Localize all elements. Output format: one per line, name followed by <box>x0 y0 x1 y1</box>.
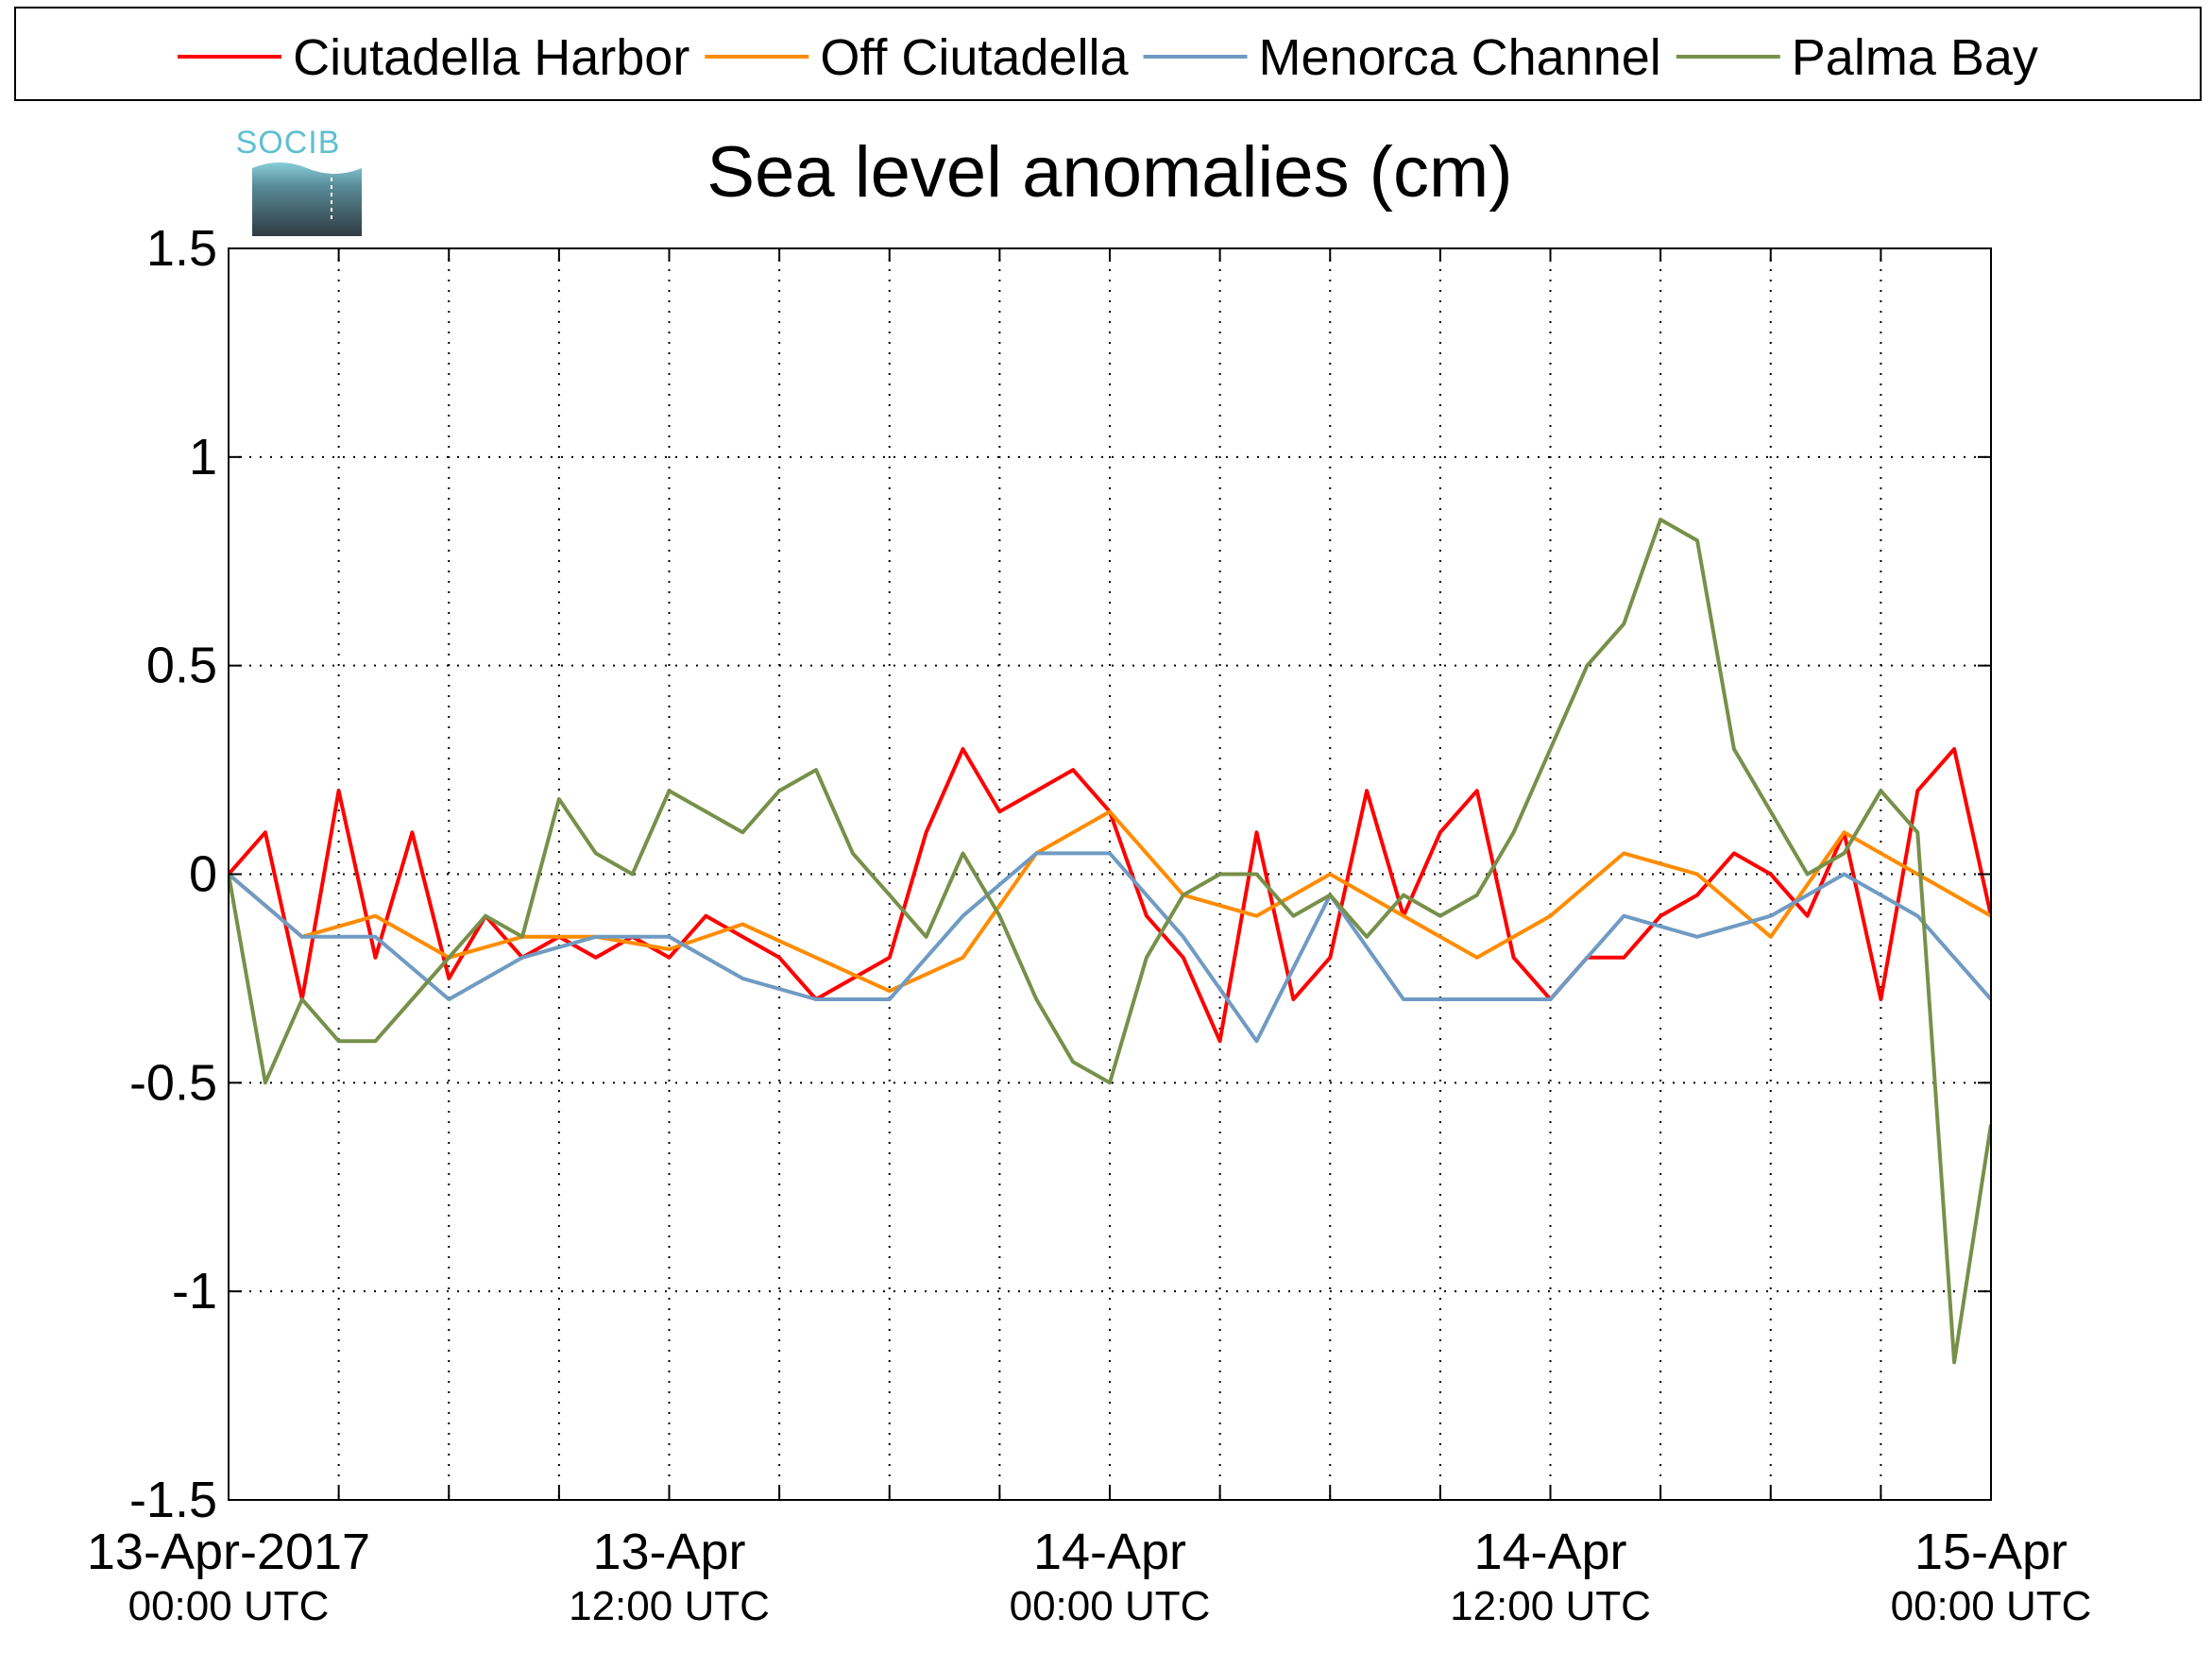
x-tick-label-date: 13-Apr <box>592 1524 745 1580</box>
y-tick-label: 0 <box>189 846 217 903</box>
y-tick-label: 1.5 <box>146 220 217 277</box>
chart-title: Sea level anomalies (cm) <box>706 132 1512 213</box>
legend-label: Palma Bay <box>1792 29 2038 86</box>
series-line-2 <box>229 851 1991 1044</box>
series-lines <box>229 518 1991 1365</box>
y-tick-label: -1 <box>172 1263 217 1320</box>
legend-label: Off Ciutadella <box>820 29 1129 86</box>
x-tick-label-time: 00:00 UTC <box>1010 1583 1211 1629</box>
x-tick-label-date: 15-Apr <box>1914 1524 2067 1580</box>
x-tick-label-time: 00:00 UTC <box>128 1583 330 1629</box>
y-tick-label: -0.5 <box>129 1054 217 1111</box>
series-line-3 <box>229 518 1991 1365</box>
legend-label: Menorca Channel <box>1259 29 1661 86</box>
x-tick-label-date: 14-Apr <box>1033 1524 1186 1580</box>
legend-box <box>14 7 2202 101</box>
x-tick-label-time: 12:00 UTC <box>1450 1583 1651 1629</box>
y-tick-label: 0.5 <box>146 638 217 694</box>
logo-text: SOCIB <box>236 125 341 161</box>
y-axis-tick-labels: -1.5 -1 -0.5 0 0.5 1 1.5 <box>129 220 217 1528</box>
y-tick-label: 1 <box>189 429 217 485</box>
x-tick-label-date: 13-Apr-2017 <box>87 1524 370 1580</box>
x-tick-label-date: 14-Apr <box>1473 1524 1626 1580</box>
x-tick-label-time: 12:00 UTC <box>569 1583 770 1629</box>
x-tick-label-time: 00:00 UTC <box>1891 1583 2092 1629</box>
socib-logo: SOCIB <box>236 125 362 236</box>
legend-label: Ciutadella Harbor <box>293 29 689 86</box>
logo-wave-icon <box>252 159 362 174</box>
axis-ticks <box>228 247 1992 1501</box>
y-tick-label: -1.5 <box>129 1472 217 1528</box>
legend: Ciutadella Harbor Off Ciutadella Menorca C… <box>14 7 2202 101</box>
grid-lines <box>229 248 1991 1500</box>
